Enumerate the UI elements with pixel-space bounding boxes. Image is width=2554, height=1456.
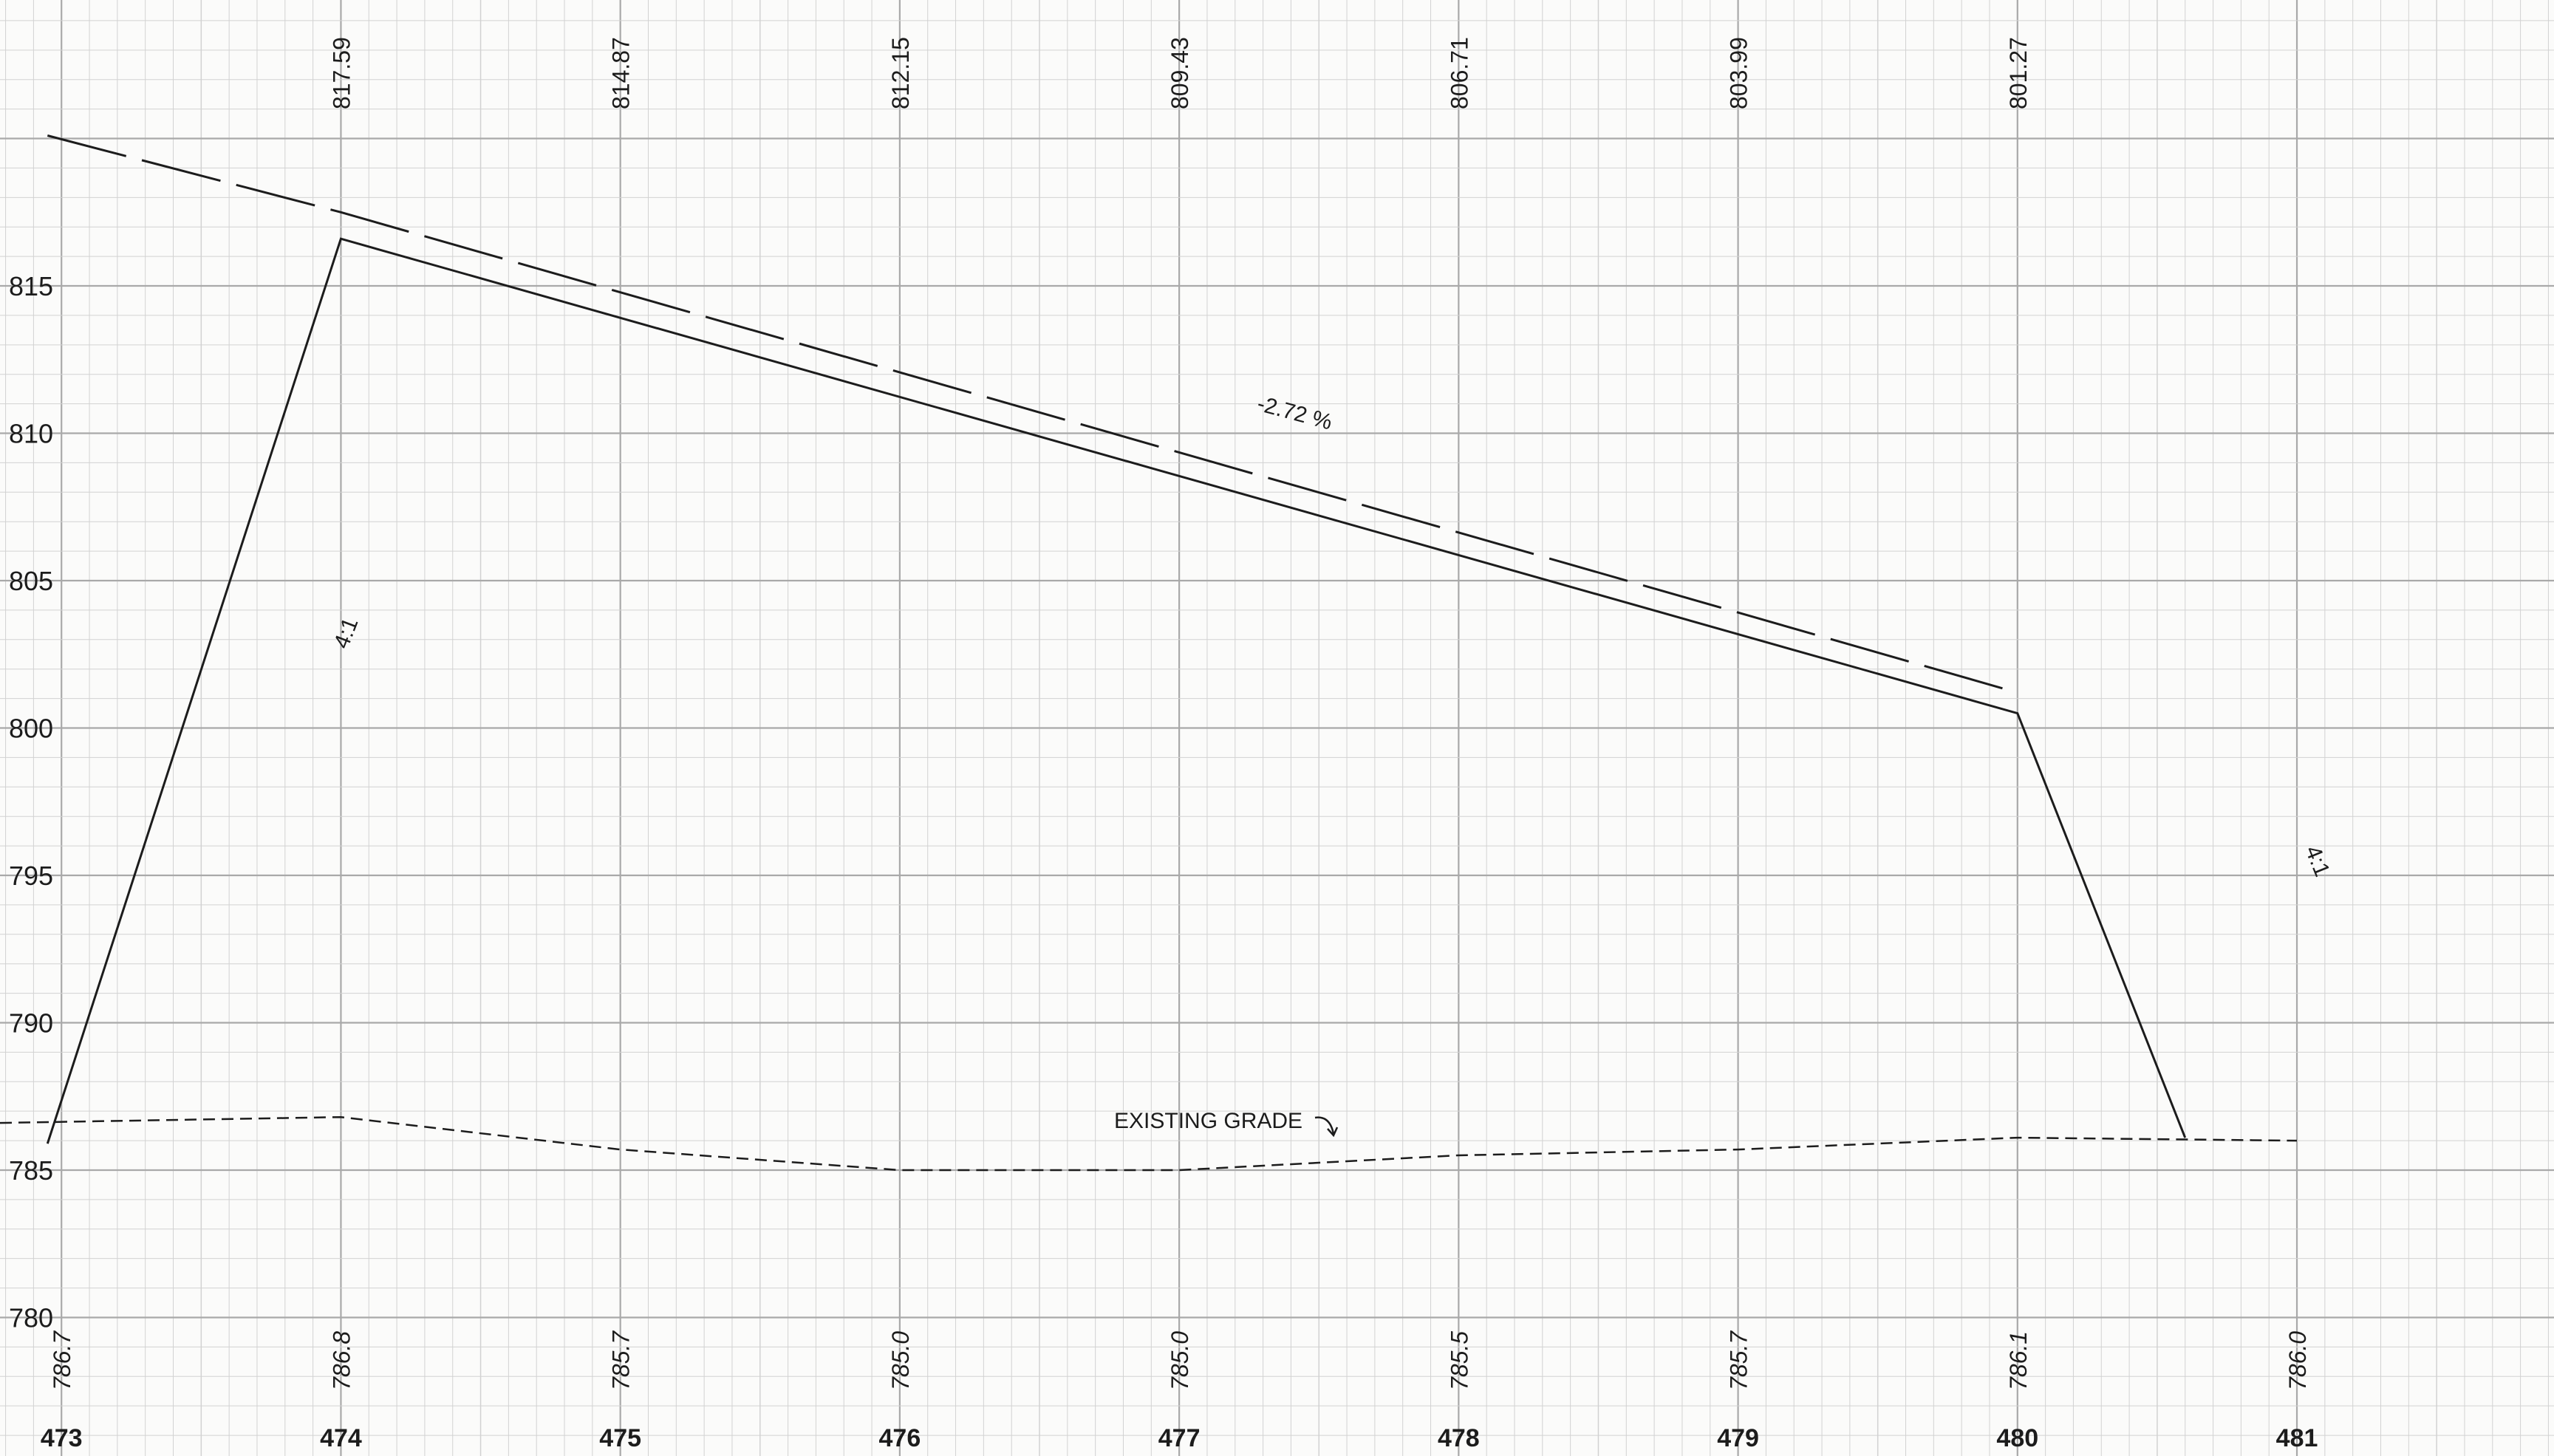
- existing-elevation-label: 785.7: [1726, 1330, 1752, 1390]
- existing-grade-label: EXISTING GRADE: [1114, 1109, 1302, 1133]
- grade-elevation-label: 806.71: [1446, 37, 1472, 109]
- station-tick-label: 473: [41, 1424, 83, 1452]
- grade-slope-label: -2.72 %: [1254, 392, 1334, 435]
- existing-elevation-label: 785.5: [1446, 1331, 1472, 1390]
- grade-elevation-label: 809.43: [1167, 37, 1193, 109]
- station-tick-label: 476: [879, 1424, 921, 1452]
- left-slope-label: 4:1: [330, 615, 363, 652]
- profile-lines: [0, 134, 2298, 1172]
- elevation-tick-label: 780: [9, 1302, 53, 1333]
- grade-elevation-label: 817.59: [328, 37, 355, 109]
- elevation-tick-label: 800: [9, 714, 53, 744]
- station-tick-label: 478: [1438, 1424, 1480, 1452]
- existing-elevation-label: 785.7: [608, 1330, 635, 1390]
- elevation-tick-label: 805: [9, 566, 53, 596]
- embankment-outline: [46, 237, 2187, 1144]
- grade-elevation-label: 814.87: [608, 37, 635, 109]
- station-tick-label: 479: [1717, 1424, 1759, 1452]
- existing-elevation-label: 786.8: [328, 1331, 355, 1390]
- existing-elevation-label: 785.0: [1167, 1331, 1193, 1390]
- existing-elevation-label: 786.7: [49, 1330, 75, 1390]
- elevation-tick-label: 810: [9, 419, 53, 449]
- elevation-tick-label: 790: [9, 1008, 53, 1038]
- station-tick-label: 477: [1158, 1424, 1201, 1452]
- grade-elevation-label: 812.15: [887, 37, 914, 109]
- station-tick-label: 480: [1996, 1424, 2038, 1452]
- existing-elevation-label: 786.1: [2005, 1331, 2032, 1390]
- existing-elevation-label: 785.0: [887, 1331, 914, 1390]
- grade-elevation-label: 801.27: [2005, 37, 2032, 109]
- station-tick-label: 481: [2276, 1424, 2318, 1452]
- elevation-tick-label: 795: [9, 861, 53, 891]
- existing-elevation-label: 786.0: [2284, 1331, 2311, 1390]
- existing-grade-leader-arrow: [1314, 1116, 1339, 1138]
- elevation-tick-label: 785: [9, 1155, 53, 1186]
- profile-labels: -2.72 % 4:1 4:1 EXISTING GRADE 815 810 805…: [9, 37, 2335, 1452]
- right-slope-label: 4:1: [2301, 842, 2335, 880]
- station-tick-label: 474: [320, 1424, 362, 1452]
- grade-elevation-label: 803.99: [1726, 37, 1752, 109]
- existing-ground-line: [0, 1115, 2298, 1172]
- station-tick-label: 475: [599, 1424, 641, 1452]
- elevation-tick-label: 815: [9, 271, 53, 301]
- proposed-grade-line: [47, 134, 2018, 694]
